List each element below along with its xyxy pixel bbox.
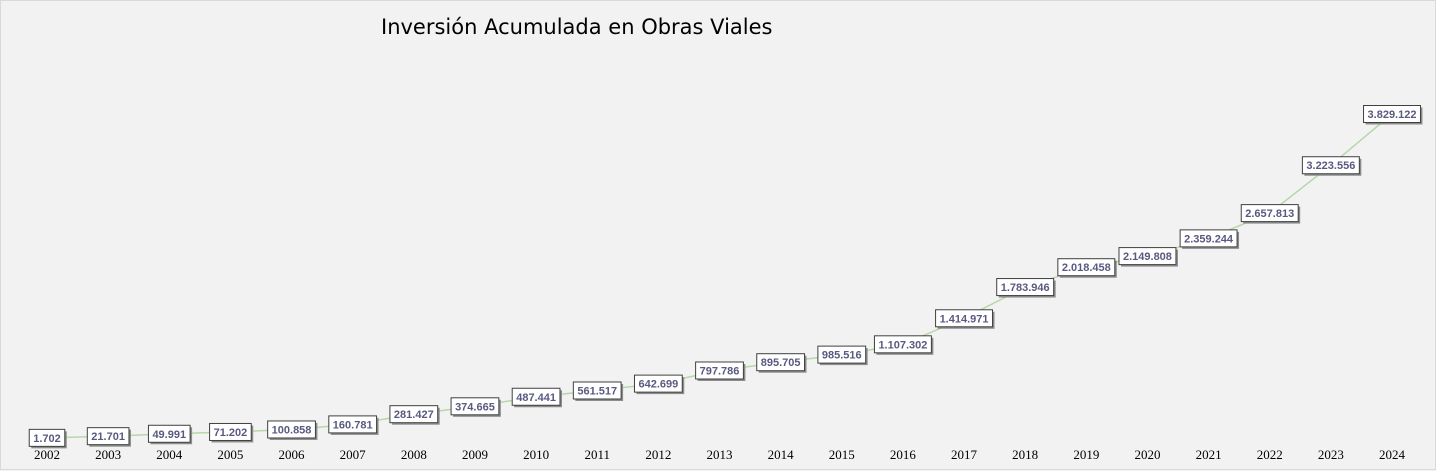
x-tick-label: 2002 xyxy=(34,447,60,462)
data-label-box xyxy=(511,387,561,406)
x-tick-label: 2015 xyxy=(829,447,855,462)
data-label-box xyxy=(756,353,806,372)
data-label: 1.783.946 xyxy=(996,278,1056,298)
data-label-text: 985.516 xyxy=(822,350,862,362)
data-label-box xyxy=(633,374,683,393)
x-tick-label: 2017 xyxy=(951,447,978,462)
x-tick-label: 2003 xyxy=(95,447,121,462)
data-label-text: 797.786 xyxy=(700,365,740,377)
data-label-box xyxy=(1363,105,1421,123)
chart-title: Inversión Acumulada en Obras Viales xyxy=(381,15,773,39)
x-tick-label: 2013 xyxy=(707,447,733,462)
data-label-box xyxy=(328,415,378,434)
data-label-text: 1.783.946 xyxy=(1001,282,1050,294)
data-label: 2.359.244 xyxy=(1179,229,1240,249)
x-tick-label: 2014 xyxy=(768,447,795,462)
data-label-box xyxy=(28,428,66,447)
data-label: 1.414.971 xyxy=(935,309,995,329)
x-tick-label: 2022 xyxy=(1257,447,1283,462)
x-tick-label: 2008 xyxy=(401,447,427,462)
data-label-text: 1.702 xyxy=(33,433,61,445)
data-label-box xyxy=(1301,156,1360,175)
data-label-box xyxy=(389,405,439,424)
data-label: 71.202 xyxy=(209,422,254,443)
data-label-text: 1.107.302 xyxy=(878,339,927,351)
data-label-text: 2.359.244 xyxy=(1184,233,1234,245)
data-label-box xyxy=(996,278,1055,297)
x-tick-label: 2020 xyxy=(1134,447,1160,462)
data-label-text: 100.858 xyxy=(272,424,312,436)
x-tick-label: 2007 xyxy=(340,447,367,462)
data-label: 895.705 xyxy=(756,353,807,373)
data-label-text: 642.699 xyxy=(638,379,678,391)
data-label: 487.441 xyxy=(511,387,562,408)
data-label-text: 71.202 xyxy=(214,427,248,439)
x-tick-label: 2012 xyxy=(645,447,671,462)
data-label-box xyxy=(209,422,252,441)
data-label-box xyxy=(450,397,500,416)
data-label: 49.991 xyxy=(147,424,193,445)
data-label-box xyxy=(817,345,867,364)
data-label-text: 1.414.971 xyxy=(940,313,989,325)
data-label: 281.427 xyxy=(389,405,440,425)
x-tick-label: 2019 xyxy=(1073,447,1099,462)
x-tick-label: 2004 xyxy=(156,447,183,462)
data-label: 1.702 xyxy=(28,428,67,449)
data-label-text: 3.223.556 xyxy=(1306,160,1355,172)
x-tick-label: 2024 xyxy=(1379,447,1406,462)
data-label-box xyxy=(1240,204,1299,223)
data-label-text: 561.517 xyxy=(577,385,617,397)
data-label: 160.781 xyxy=(328,415,379,435)
x-tick-label: 2021 xyxy=(1196,447,1222,462)
data-label: 985.516 xyxy=(817,345,868,366)
data-label-text: 487.441 xyxy=(516,392,556,404)
data-label-box xyxy=(1118,247,1177,266)
data-label: 2.149.808 xyxy=(1118,247,1178,267)
data-label-box xyxy=(267,420,316,439)
data-label-box xyxy=(147,424,191,443)
data-label-box xyxy=(873,335,932,354)
data-label: 374.665 xyxy=(450,397,501,417)
data-label-box xyxy=(86,427,130,446)
x-tick-label: 2009 xyxy=(462,447,488,462)
data-label: 561.517 xyxy=(572,381,624,401)
data-label-box xyxy=(572,381,622,400)
data-label: 1.107.302 xyxy=(873,335,934,355)
data-label-text: 2.149.808 xyxy=(1123,251,1172,263)
data-label: 797.786 xyxy=(695,361,746,381)
data-label: 100.858 xyxy=(267,420,318,440)
data-label: 3.829.122 xyxy=(1363,105,1423,125)
data-label-box xyxy=(695,361,744,380)
x-tick-label: 2018 xyxy=(1012,447,1038,462)
data-label: 3.223.556 xyxy=(1301,156,1362,176)
data-label-text: 160.781 xyxy=(333,419,373,431)
data-label-text: 2.657.813 xyxy=(1245,208,1294,220)
x-tick-label: 2023 xyxy=(1318,447,1344,462)
x-tick-label: 2016 xyxy=(890,447,917,462)
data-label-text: 374.665 xyxy=(455,401,495,413)
x-tick-label: 2005 xyxy=(217,447,243,462)
x-tick-label: 2011 xyxy=(584,447,610,462)
data-label-text: 895.705 xyxy=(761,357,801,369)
x-tick-label: 2010 xyxy=(523,447,549,462)
data-label-text: 2.018.458 xyxy=(1062,262,1111,274)
data-label: 642.699 xyxy=(633,374,685,395)
data-label-text: 49.991 xyxy=(152,429,186,441)
data-label-box xyxy=(935,309,994,328)
data-label-text: 281.427 xyxy=(394,409,434,421)
data-label: 21.701 xyxy=(86,427,131,447)
data-label-text: 21.701 xyxy=(91,431,125,443)
data-label: 2.018.458 xyxy=(1057,258,1117,278)
series-line xyxy=(46,113,1393,439)
data-label-box xyxy=(1057,258,1116,277)
data-label: 2.657.813 xyxy=(1240,204,1301,224)
data-label-text: 3.829.122 xyxy=(1368,109,1417,121)
data-label-box xyxy=(1179,229,1238,248)
x-tick-label: 2006 xyxy=(279,447,306,462)
